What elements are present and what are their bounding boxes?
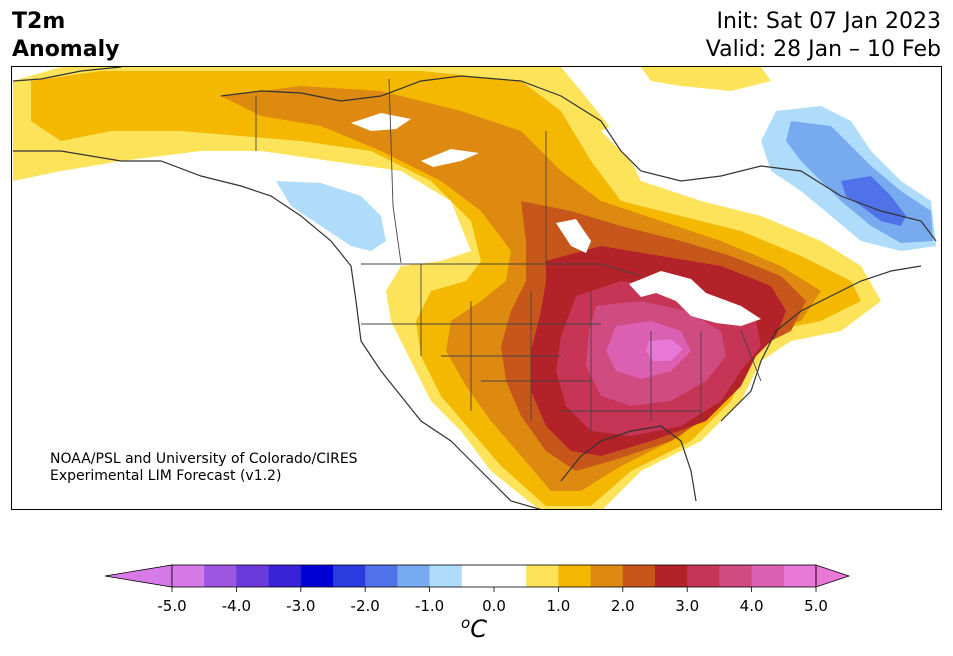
colorbar-over-arrow [815,564,851,588]
coastline-outline [12,67,937,509]
colorbar-swatch [333,565,366,587]
colorbar-tick-label: -2.0 [351,597,380,615]
map-canvas [12,67,937,509]
credit-line-1: NOAA/PSL and University of Colorado/CIRE… [50,451,358,467]
colorbar-tick-label: 3.0 [675,597,699,615]
colorbar-swatch [687,565,720,587]
colorbar-swatch [526,565,559,587]
colorbar-swatch [783,565,817,587]
anomaly-map: NOAA/PSL and University of Colorado/CIRE… [11,66,942,510]
hudson-bay [601,111,761,206]
colorbar-tick-label: -5.0 [157,597,186,615]
colorbar-swatch [494,565,527,587]
great-slave-lake [351,113,411,131]
colorbar-swatch [397,565,431,587]
colorbar-under-arrow [104,564,173,588]
colorbar-swatch [558,565,592,587]
unit-degree: o [461,614,471,632]
title-line-2: Anomaly [12,37,120,62]
colorbar-unit: oC [461,614,487,643]
colorbar-swatch [461,565,495,587]
title-line-1: T2m [12,9,66,34]
colorbar-swatch [751,565,785,587]
colorbar-swatch [655,565,688,587]
political-borders [255,78,762,431]
colorbar-tick-label: 0.0 [482,597,506,615]
colorbar-swatch [172,565,205,587]
colorbar-swatch [719,565,753,587]
forecast-dates: Init: Sat 07 Jan 2023 Valid: 28 Jan – 10… [706,8,941,64]
colorbar-swatch [300,565,334,587]
colorbar-tick-label: -4.0 [222,597,251,615]
colorbar-swatch [268,565,302,587]
colorbar-tick-label: 1.0 [546,597,570,615]
unit-letter: C [470,615,487,643]
colorbar-ticks: -5.0 -4.0 -3.0 -2.0 -1.0 0.0 1.0 2.0 3.0 4.0 5.0 [157,587,828,615]
init-date: Init: Sat 07 Jan 2023 [716,9,941,34]
great-lakes [629,271,761,326]
colorbar-swatch [204,565,237,587]
colorbar-tick-label: 5.0 [804,597,828,615]
colorbar-swatch [429,565,463,587]
colorbar-swatch [590,565,624,587]
anomaly-band-lightpink [646,339,683,361]
great-bear-lake [421,149,479,167]
colorbar-tick-label: -3.0 [286,597,315,615]
colorbar-tick-label: -1.0 [415,597,444,615]
colorbar-swatch [365,565,398,587]
plot-title: T2m Anomaly [12,8,119,64]
anomaly-band-lightblue-west [276,181,386,251]
colorbar-swatches [104,564,851,588]
colorbar-tick-label: 4.0 [740,597,764,615]
valid-dates: Valid: 28 Jan – 10 Feb [705,37,941,62]
lake-winnipeg [556,219,591,253]
colorbar-swatch [622,565,656,587]
colorbar-swatch [236,565,270,587]
colorbar: -5.0 -4.0 -3.0 -2.0 -1.0 0.0 1.0 2.0 3.0 4.0 5.0 [104,564,851,615]
credit-line-2: Experimental LIM Forecast (v1.2) [50,468,282,484]
credit-text: NOAA/PSL and University of Colorado/CIRE… [50,451,358,485]
colorbar-tick-label: 2.0 [611,597,635,615]
anomaly-band-yellow-arctic [641,67,771,91]
